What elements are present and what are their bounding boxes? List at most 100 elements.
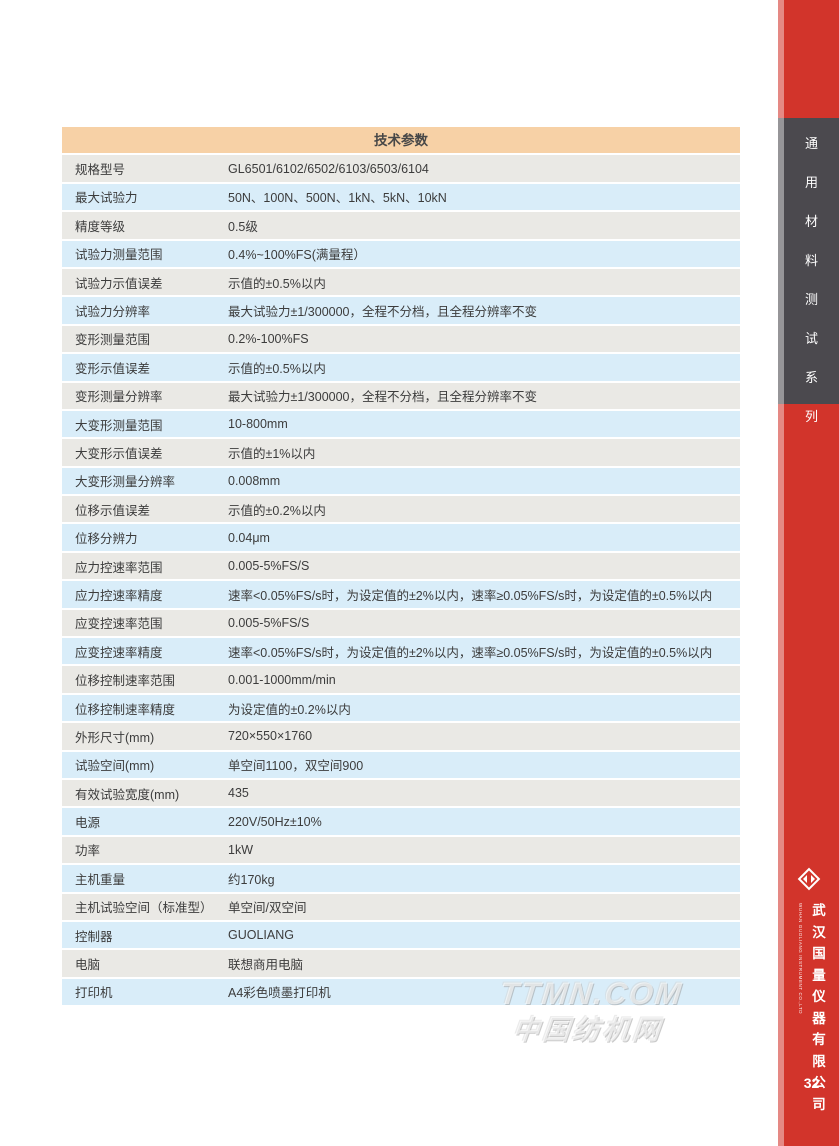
series-char: 通 (804, 136, 818, 151)
row-value: A4彩色喷墨打印机 (228, 986, 331, 1001)
row-value: GUOLIANG (228, 928, 294, 943)
series-char: 列 (804, 409, 818, 424)
row-label: 控制器 (75, 929, 113, 944)
table-row: 试验空间(mm) 单空间1100，双空间900 (62, 751, 740, 780)
table-row: 精度等级 0.5级 (62, 212, 740, 241)
row-label: 应力控速率精度 (75, 588, 163, 603)
row-label: 外形尺寸(mm) (75, 730, 155, 745)
table-row: 打印机 A4彩色喷墨打印机 (62, 978, 740, 1008)
table-row: 大变形测量分辨率 0.008mm (62, 467, 740, 497)
row-value: 示值的±0.5%以内 (228, 361, 326, 376)
table-row: 大变形示值误差 示值的±1%以内 (62, 439, 740, 468)
row-value: GL6501/6102/6502/6103/6503/6104 (228, 161, 429, 176)
company-char: 国 (812, 946, 826, 961)
table-row: 功率 1kW (62, 836, 740, 866)
table-title: 技术参数 (62, 127, 740, 156)
row-value: 50N、100N、500N、1kN、5kN、10kN (228, 191, 447, 206)
series-char: 系 (804, 370, 818, 385)
row-value: 示值的±1%以内 (228, 446, 316, 461)
table-row: 有效试验宽度(mm) 435 (62, 779, 740, 809)
row-label: 位移示值误差 (75, 503, 151, 518)
table-row: 变形测量范围 0.2%-100%FS (62, 325, 740, 355)
row-value: 联想商用电脑 (228, 958, 304, 973)
row-label: 主机重量 (75, 872, 126, 887)
row-label: 应变控速率范围 (75, 617, 163, 632)
table-row: 主机试验空间（标准型） 单空间/双空间 (62, 893, 740, 922)
company-name-en: WUHAN GUOLIANG INSTRUMENT CO.,LTD (798, 903, 803, 1015)
series-char: 料 (804, 253, 818, 268)
company-char: 量 (812, 967, 826, 983)
row-value: 0.001-1000mm/min (228, 672, 336, 687)
table-row: 变形测量分辨率 最大试验力±1/300000，全程不分档，且全程分辨率不变 (62, 382, 740, 411)
series-char: 试 (804, 331, 818, 346)
row-value: 1kW (228, 842, 253, 857)
series-char: 材 (804, 214, 818, 229)
company-name-vertical: 武汉国量仪器有限公司 (808, 899, 830, 1113)
table-row: 试验力分辨率 最大试验力±1/300000，全程不分档，且全程分辨率不变 (62, 297, 740, 326)
row-value: 速率<0.05%FS/s时，为设定值的±2%以内，速率≥0.05%FS/s时，为… (228, 645, 713, 660)
company-char: 公 (812, 1075, 826, 1090)
row-value: 最大试验力±1/300000，全程不分档，且全程分辨率不变 (228, 305, 537, 320)
watermark-name: 中国纺机网 (510, 1015, 665, 1045)
row-label: 大变形测量范围 (75, 418, 163, 433)
row-value: 0.005-5%FS/S (228, 615, 310, 630)
row-value: 约170kg (228, 872, 275, 887)
table-row: 电源 220V/50Hz±10% (62, 808, 740, 837)
series-char: 用 (804, 175, 818, 190)
table-row: 大变形测量范围 10-800mm (62, 410, 740, 440)
row-label: 试验力测量范围 (75, 248, 163, 263)
row-value: 单空间/双空间 (228, 901, 307, 916)
company-char: 仪 (812, 989, 826, 1004)
row-label: 变形示值误差 (75, 361, 151, 376)
series-char: 测 (804, 292, 818, 307)
spine-sidebar: 通用材料测试系列 WUHAN GUOLIANG INSTRUMENT CO.,L… (778, 0, 839, 1146)
company-char: 器 (812, 1010, 826, 1026)
table-rows: 规格型号 GL6501/6102/6502/6103/6503/6104 最大试验力… (62, 155, 740, 1008)
spine-edge-strip (778, 0, 784, 1146)
table-row: 主机重量 约170kg (62, 865, 740, 894)
company-char: 汉 (812, 924, 826, 940)
row-value: 最大试验力±1/300000，全程不分档，且全程分辨率不变 (228, 390, 537, 405)
table-row: 应力控速率范围 0.005-5%FS/S (62, 552, 740, 582)
table-row: 位移分辨力 0.04μm (62, 524, 740, 553)
company-logo-icon (778, 866, 839, 897)
table-row: 变形示值误差 示值的±0.5%以内 (62, 354, 740, 383)
row-value: 0.2%-100%FS (228, 331, 309, 346)
row-label: 打印机 (75, 986, 113, 1001)
table-row: 规格型号 GL6501/6102/6502/6103/6503/6104 (62, 155, 740, 184)
row-label: 大变形示值误差 (75, 446, 163, 461)
row-value: 0.5级 (228, 219, 258, 234)
row-label: 试验力分辨率 (75, 305, 151, 320)
page-number: 32 (803, 1075, 820, 1091)
row-value: 220V/50Hz±10% (228, 814, 322, 829)
row-label: 精度等级 (75, 219, 126, 234)
row-label: 试验力示值误差 (75, 276, 163, 291)
row-label: 应变控速率精度 (75, 645, 163, 660)
row-value: 0.005-5%FS/S (228, 559, 310, 574)
table-row: 试验力测量范围 0.4%~100%FS(满量程） (62, 240, 740, 269)
row-label: 位移控制速率范围 (75, 674, 176, 689)
table-row: 位移控制速率范围 0.001-1000mm/min (62, 666, 740, 695)
diamond-logo-icon (797, 867, 820, 891)
table-row: 位移控制速率精度 为设定值的±0.2%以内 (62, 694, 740, 724)
company-char: 有 (812, 1032, 826, 1047)
table-row: 最大试验力 50N、100N、500N、1kN、5kN、10kN (62, 183, 740, 213)
table-row: 控制器 GUOLIANG (62, 921, 740, 951)
row-value: 速率<0.05%FS/s时，为设定值的±2%以内，速率≥0.05%FS/s时，为… (228, 588, 713, 603)
row-value: 0.008mm (228, 473, 281, 488)
table-row: 应力控速率精度 速率<0.05%FS/s时，为设定值的±2%以内，速率≥0.05%… (62, 581, 740, 610)
company-char: 司 (812, 1096, 826, 1112)
row-label: 主机试验空间（标准型） (75, 901, 213, 916)
row-label: 变形测量分辨率 (75, 390, 163, 405)
row-label: 试验空间(mm) (75, 759, 155, 774)
company-char: 限 (812, 1053, 826, 1069)
spec-table: 技术参数 规格型号 GL6501/6102/6502/6103/6503/6104… (62, 127, 740, 1008)
series-banner: 通用材料测试系列 (778, 118, 839, 424)
row-label: 有效试验宽度(mm) (75, 787, 180, 802)
row-value: 435 (228, 786, 249, 801)
row-label: 位移控制速率精度 (75, 702, 176, 717)
row-label: 大变形测量分辨率 (75, 475, 176, 490)
row-label: 电脑 (75, 958, 101, 973)
table-row: 位移示值误差 示值的±0.2%以内 (62, 496, 740, 525)
